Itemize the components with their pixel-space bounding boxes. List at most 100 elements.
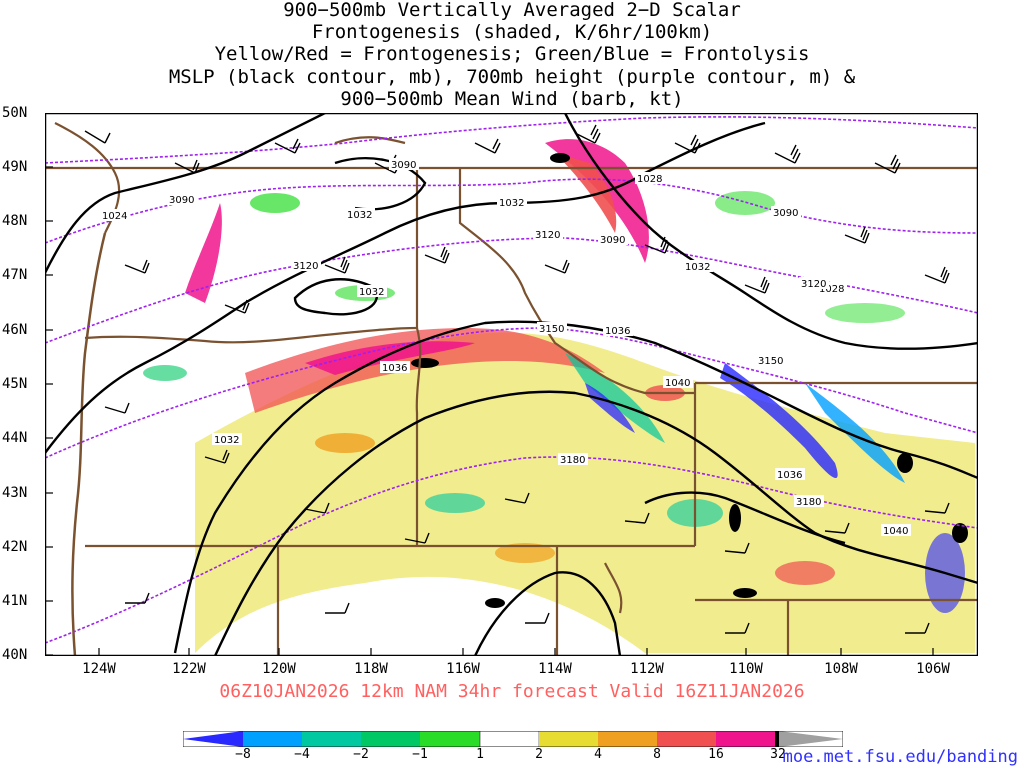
mslp-label-8: 1036 bbox=[603, 324, 633, 337]
height-label-4: 3120 bbox=[533, 228, 563, 241]
mslp-label-7: 1036 bbox=[380, 361, 410, 374]
mslp-label-4: 1032 bbox=[497, 196, 527, 209]
colorbar-cell bbox=[539, 731, 598, 747]
height-label-6: 3090 bbox=[771, 206, 801, 219]
border-or-id bbox=[415, 327, 422, 546]
wind-barb bbox=[774, 144, 801, 164]
svg-text:1032: 1032 bbox=[359, 287, 384, 298]
wind-barb bbox=[204, 449, 230, 464]
mslp-label-2: 1032 bbox=[345, 208, 375, 221]
wind-barb bbox=[424, 246, 450, 264]
colorbar-cell bbox=[302, 731, 361, 747]
colorbar-label: 1 bbox=[476, 747, 484, 762]
wind-barb bbox=[874, 154, 901, 174]
height-contour-3150 bbox=[45, 327, 978, 459]
title-line-2: Frontogenesis (shaded, K/6hr/100km) bbox=[311, 21, 713, 43]
lat-label-42n: 42N bbox=[2, 539, 28, 555]
mslp-contour-1032-loop2 bbox=[334, 157, 427, 211]
wind-barb bbox=[924, 502, 950, 514]
height-contour-3180 bbox=[45, 456, 978, 644]
svg-text:1024: 1024 bbox=[102, 211, 127, 222]
svg-text:1028: 1028 bbox=[637, 174, 662, 185]
colorbar-cell bbox=[420, 731, 480, 747]
mslp-label-1: 1024 bbox=[100, 209, 130, 222]
height-label-9: 3150 bbox=[756, 354, 786, 367]
wind-barbs bbox=[84, 124, 950, 634]
wind-barb bbox=[504, 492, 530, 504]
colorbar-cell bbox=[361, 731, 420, 747]
svg-text:1032: 1032 bbox=[214, 435, 239, 446]
weather-map: 1024 1032 1032 1032 1028 1032 1036 1036 … bbox=[45, 113, 978, 656]
lat-label-46n: 46N bbox=[2, 322, 28, 338]
wind-barb bbox=[124, 259, 150, 274]
svg-text:3120: 3120 bbox=[293, 261, 318, 272]
lat-label-45n: 45N bbox=[2, 376, 28, 392]
svg-text:3090: 3090 bbox=[773, 208, 798, 219]
wind-barb bbox=[525, 612, 550, 624]
wind-barb bbox=[404, 532, 430, 544]
border-squiggle-1 bbox=[334, 136, 406, 145]
colorbar-cell bbox=[598, 731, 657, 747]
svg-text:3180: 3180 bbox=[796, 497, 821, 508]
colorbar-label: 8 bbox=[653, 747, 661, 762]
svg-text:3150: 3150 bbox=[539, 324, 564, 335]
svg-text:1040: 1040 bbox=[883, 526, 908, 537]
wind-barb bbox=[304, 502, 330, 514]
lon-label-106w: 106W bbox=[916, 661, 950, 677]
height-contour-3120 bbox=[45, 237, 978, 344]
svg-text:3090: 3090 bbox=[391, 160, 416, 171]
mslp-label-6: 1032 bbox=[683, 260, 713, 273]
colorbar-cell bbox=[657, 731, 716, 747]
lat-label-40n: 40N bbox=[2, 647, 28, 663]
border-wa-or bbox=[84, 326, 418, 344]
lon-label-122w: 122W bbox=[172, 661, 206, 677]
lon-label-110w: 110W bbox=[729, 661, 763, 677]
mslp-contour-1036-south bbox=[473, 571, 622, 656]
border-squiggle-2 bbox=[604, 562, 623, 614]
axis-ticks bbox=[45, 113, 934, 656]
mslp-contour-1028 bbox=[563, 113, 978, 350]
wind-barb bbox=[84, 130, 111, 144]
colorbar-label: 16 bbox=[708, 747, 724, 762]
height-label-1: 3090 bbox=[167, 193, 197, 206]
wind-barb bbox=[174, 159, 200, 174]
mslp-label-13: 1032 bbox=[212, 433, 242, 446]
height-label-5: 3090 bbox=[598, 233, 628, 246]
svg-text:3150: 3150 bbox=[758, 356, 783, 367]
height-label-2: 3090 bbox=[389, 158, 419, 171]
wind-barb bbox=[905, 622, 930, 634]
wind-barb bbox=[725, 622, 750, 634]
credit-link[interactable]: moe.met.fsu.edu/banding bbox=[782, 747, 1018, 767]
wind-barb bbox=[104, 402, 130, 414]
colorbar-label: −8 bbox=[235, 747, 251, 762]
title-line-5: 900−500mb Mean Wind (barb, kt) bbox=[340, 88, 684, 110]
coastline bbox=[71, 232, 107, 656]
svg-text:3120: 3120 bbox=[535, 230, 560, 241]
lon-label-114w: 114W bbox=[538, 661, 572, 677]
height-contour-3090 bbox=[45, 178, 978, 244]
colorbar-cell bbox=[479, 731, 540, 747]
mslp-label-11: 1040 bbox=[881, 524, 911, 537]
mslp-contour-1024 bbox=[45, 113, 326, 274]
lat-label-47n: 47N bbox=[2, 267, 28, 283]
svg-text:1032: 1032 bbox=[347, 210, 372, 221]
svg-text:1032: 1032 bbox=[685, 262, 710, 273]
wind-barb bbox=[674, 134, 701, 154]
lon-label-118w: 118W bbox=[354, 661, 388, 677]
svg-text:3090: 3090 bbox=[600, 235, 625, 246]
lon-label-124w: 124W bbox=[82, 661, 116, 677]
svg-text:3090: 3090 bbox=[169, 195, 194, 206]
mslp-label-10: 1036 bbox=[775, 468, 805, 481]
wind-barb bbox=[125, 592, 150, 604]
colorbar-cell bbox=[775, 731, 779, 747]
wind-barb bbox=[274, 138, 301, 154]
wind-barb bbox=[744, 276, 770, 294]
wind-barb bbox=[924, 266, 950, 284]
title-line-3: Yellow/Red = Frontogenesis; Green/Blue =… bbox=[214, 43, 810, 65]
wind-barb bbox=[544, 259, 570, 274]
colorbar-label: −1 bbox=[412, 747, 428, 762]
mslp-contour-1032-loop bbox=[293, 278, 379, 316]
colorbar-label: 2 bbox=[535, 747, 543, 762]
colorbar-label: −2 bbox=[353, 747, 369, 762]
wind-barb bbox=[824, 522, 850, 534]
